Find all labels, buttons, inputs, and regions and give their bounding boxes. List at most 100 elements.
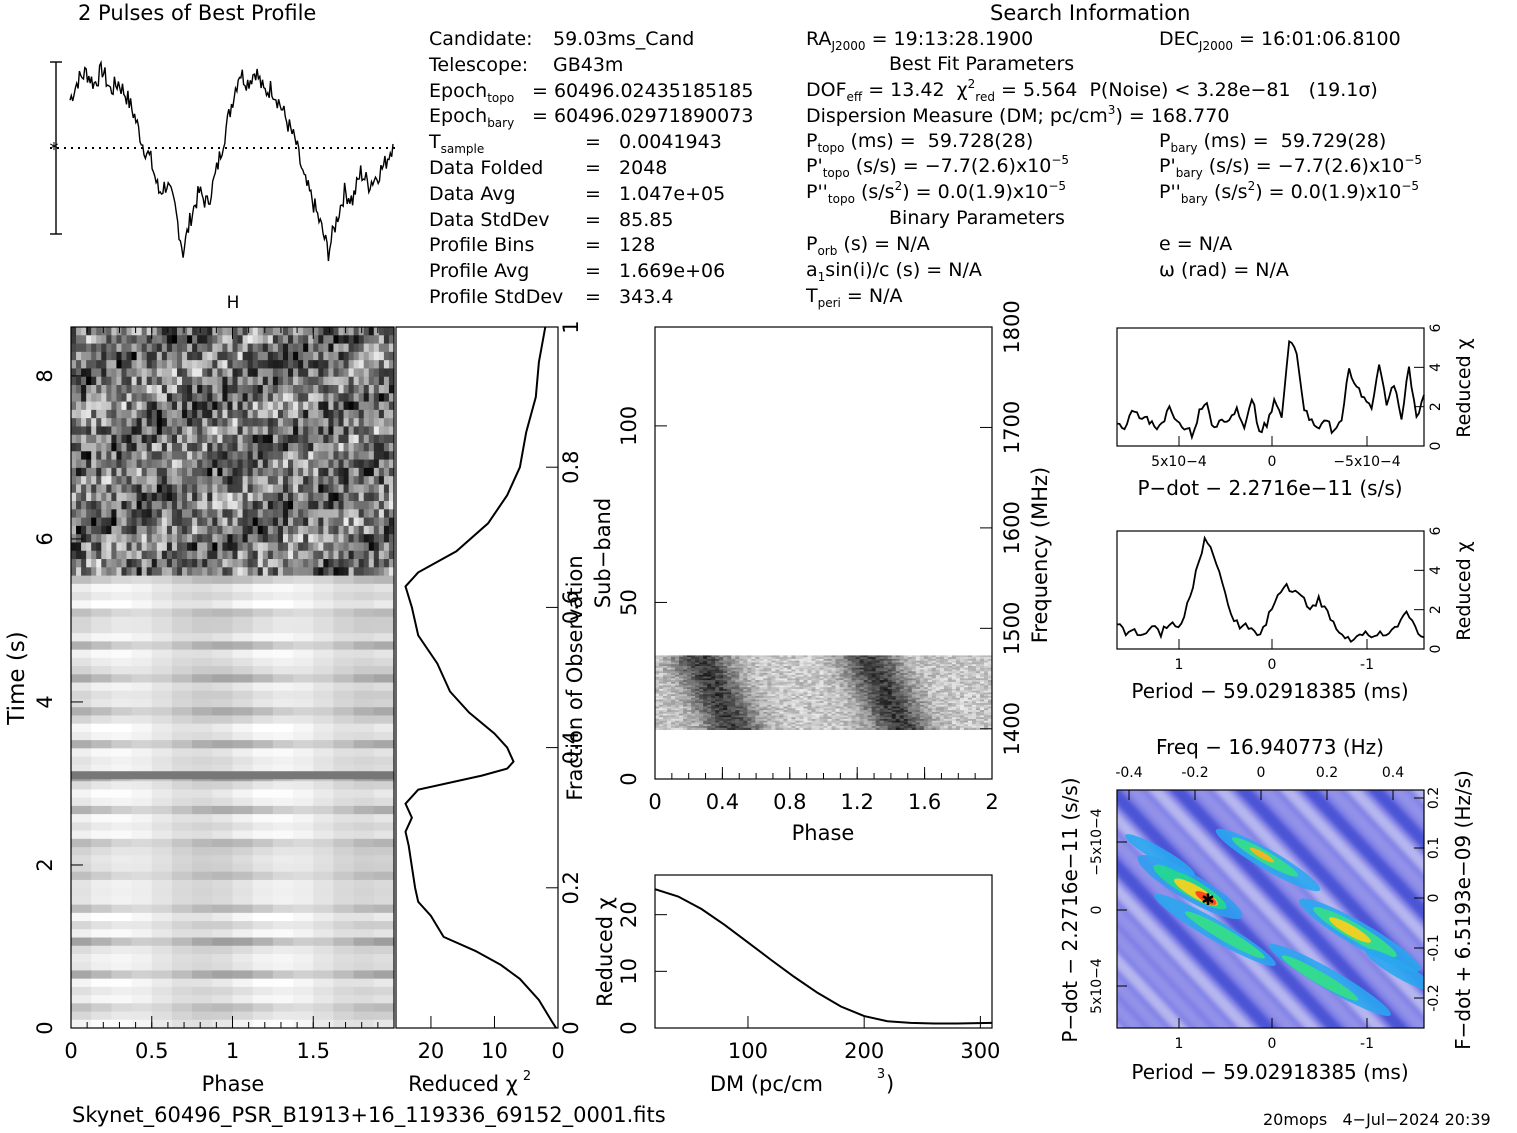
pixel (691, 674, 696, 678)
pixel (141, 484, 148, 494)
pixel (176, 434, 183, 444)
pixel (807, 694, 813, 697)
pixel (293, 830, 314, 840)
pixel (783, 664, 788, 667)
pixel (935, 671, 941, 674)
pixel (333, 443, 340, 452)
pixel (333, 476, 340, 486)
pixel (891, 683, 897, 687)
pixel (353, 550, 360, 560)
pixel (146, 525, 153, 535)
pixel (197, 517, 203, 527)
pixel (939, 671, 945, 674)
pixel (282, 550, 289, 560)
pixel (272, 583, 294, 593)
pixel (373, 666, 395, 675)
pixel (293, 368, 299, 378)
pixel (751, 657, 756, 660)
pixel (313, 476, 319, 486)
pixel (803, 666, 809, 669)
pixel (313, 360, 319, 370)
pixel (252, 459, 259, 469)
pixel (333, 962, 355, 972)
pixel (939, 683, 945, 687)
pixel (887, 687, 893, 690)
pixel (166, 418, 173, 428)
pixel (683, 690, 688, 694)
pixel (101, 459, 107, 469)
pixel (96, 501, 102, 510)
pixel (779, 680, 784, 683)
pixel (787, 655, 793, 658)
pixel (242, 434, 249, 444)
pixel (192, 715, 213, 725)
y-tick-label: 8 (33, 369, 57, 382)
pixel (293, 624, 314, 634)
pixel (911, 671, 917, 674)
pixel (343, 525, 350, 535)
pixel (943, 655, 949, 658)
pixel (807, 673, 813, 676)
pixel (363, 385, 370, 394)
pixel (116, 368, 123, 378)
pixel (363, 476, 370, 486)
pixel (843, 696, 849, 699)
pixel (257, 385, 264, 394)
pixel (176, 409, 183, 419)
pixel (835, 690, 841, 694)
pixel (156, 550, 163, 560)
pixel (871, 692, 877, 695)
pixel (675, 674, 680, 678)
pixel (979, 655, 985, 658)
pixel (182, 385, 188, 394)
pixel (819, 669, 825, 672)
pixel (659, 667, 664, 671)
pixel (151, 385, 158, 394)
pixel (843, 687, 849, 690)
pixel (373, 797, 395, 807)
pixel (787, 666, 793, 669)
pixel (192, 1019, 213, 1029)
pixel (212, 567, 218, 577)
pixel (282, 517, 289, 527)
pixel (111, 360, 118, 370)
pixel (86, 426, 92, 436)
pixel (192, 501, 198, 510)
pixel (348, 335, 355, 345)
pixel (879, 657, 885, 660)
pixel (288, 509, 294, 519)
pixel (151, 929, 173, 939)
pixel (703, 690, 708, 694)
pixel (807, 669, 813, 672)
pixel (963, 655, 969, 658)
pixel (151, 343, 158, 353)
pixel (338, 360, 345, 370)
pixel (293, 921, 314, 930)
pixel (121, 360, 128, 370)
pixel (328, 467, 335, 477)
pixel (343, 459, 350, 469)
pixel (197, 335, 203, 345)
pixel (247, 335, 254, 345)
pixel (247, 351, 254, 361)
pixel (187, 351, 193, 361)
pixel (333, 830, 355, 840)
pixel (947, 688, 953, 692)
pixel (811, 662, 817, 665)
pixel (923, 662, 929, 665)
pixel (76, 501, 82, 510)
pixel (803, 697, 809, 701)
pixel (867, 655, 873, 658)
pixel (282, 484, 289, 494)
pixel (232, 888, 254, 897)
pixel (111, 764, 133, 774)
pixel (91, 814, 112, 823)
pixel (667, 697, 672, 701)
pixel (262, 509, 269, 519)
pixel (308, 368, 314, 378)
pixel (667, 674, 672, 678)
pixel (791, 676, 797, 679)
pixel (212, 953, 234, 963)
pixel (237, 443, 244, 452)
pixel (176, 327, 183, 336)
